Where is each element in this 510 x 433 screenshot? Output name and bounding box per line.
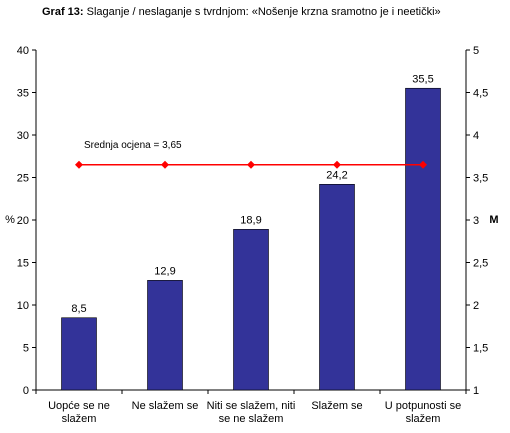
mean-line-label: Srednja ocjena = 3,65 <box>84 140 182 151</box>
x-tick-label-line: Niti se slažem, niti <box>207 400 296 412</box>
y-tick-label-left: 25 <box>17 173 29 185</box>
x-tick-label-line: se ne slažem <box>219 413 284 425</box>
y2-axis-label: M <box>489 214 498 226</box>
y-tick-label-right: 3,5 <box>473 173 488 185</box>
y-tick-label-left: 5 <box>23 343 29 355</box>
x-tick-label-line: slažem <box>406 413 441 425</box>
bar <box>233 229 269 391</box>
y-tick-label-right: 2,5 <box>473 258 488 270</box>
x-tick-label: Uopće se ne slažem <box>48 400 110 425</box>
y-tick-label-left: 0 <box>23 385 29 397</box>
x-tick-label-line: Uopće se ne <box>48 400 110 412</box>
y-tick-label-right: 4 <box>473 130 479 142</box>
y-tick-label-right: 3 <box>473 215 479 227</box>
y-tick-label-right: 5 <box>473 45 479 57</box>
chart-title: Graf 13: Slaganje / neslaganje s tvrdnjo… <box>42 6 441 18</box>
mean-line-marker <box>161 160 169 169</box>
bar-value-label: 12,9 <box>154 265 175 277</box>
x-tick-label: Ne slažem se <box>132 400 199 412</box>
bar <box>405 87 441 391</box>
y-tick-label-left: 15 <box>17 258 29 270</box>
x-tick-label: Slažem se <box>311 400 362 412</box>
y-tick-label-right: 4,5 <box>473 88 488 100</box>
bar <box>61 317 97 391</box>
x-tick-label-line: Slažem se <box>311 400 362 412</box>
y-tick-label-left: 30 <box>17 130 29 142</box>
x-tick-label: U potpunosti se slažem <box>385 400 461 425</box>
y-tick-label-left: 40 <box>17 45 29 57</box>
y-axis-label: % <box>5 214 15 226</box>
y-tick-label-left: 35 <box>17 88 29 100</box>
y-tick-label-right: 1 <box>473 385 479 397</box>
y-tick-label-left: 10 <box>17 300 29 312</box>
chart-title-prefix: Graf 13: <box>42 6 84 18</box>
mean-line-marker <box>419 160 427 169</box>
mean-line-marker <box>75 160 83 169</box>
x-tick-label-line: U potpunosti se <box>385 400 461 412</box>
bar-value-label: 35,5 <box>412 73 433 85</box>
x-tick-label-line: Ne slažem se <box>132 400 199 412</box>
bar-value-label: 24,2 <box>326 169 347 181</box>
y-tick-label-right: 1,5 <box>473 343 488 355</box>
bar-value-label: 18,9 <box>240 214 261 226</box>
mean-line-marker <box>247 160 255 169</box>
bar <box>147 280 183 391</box>
chart-title-text: Slaganje / neslaganje s tvrdnjom: «Nošen… <box>86 6 441 18</box>
y-tick-label-left: 20 <box>17 215 29 227</box>
x-tick-label: Niti se slažem, niti se ne slažem <box>207 400 296 425</box>
bar-value-label: 8,5 <box>71 303 86 315</box>
bar <box>319 184 355 391</box>
y-tick-label-right: 2 <box>473 300 479 312</box>
mean-line-marker <box>333 160 341 169</box>
x-tick-label-line: slažem <box>62 413 97 425</box>
